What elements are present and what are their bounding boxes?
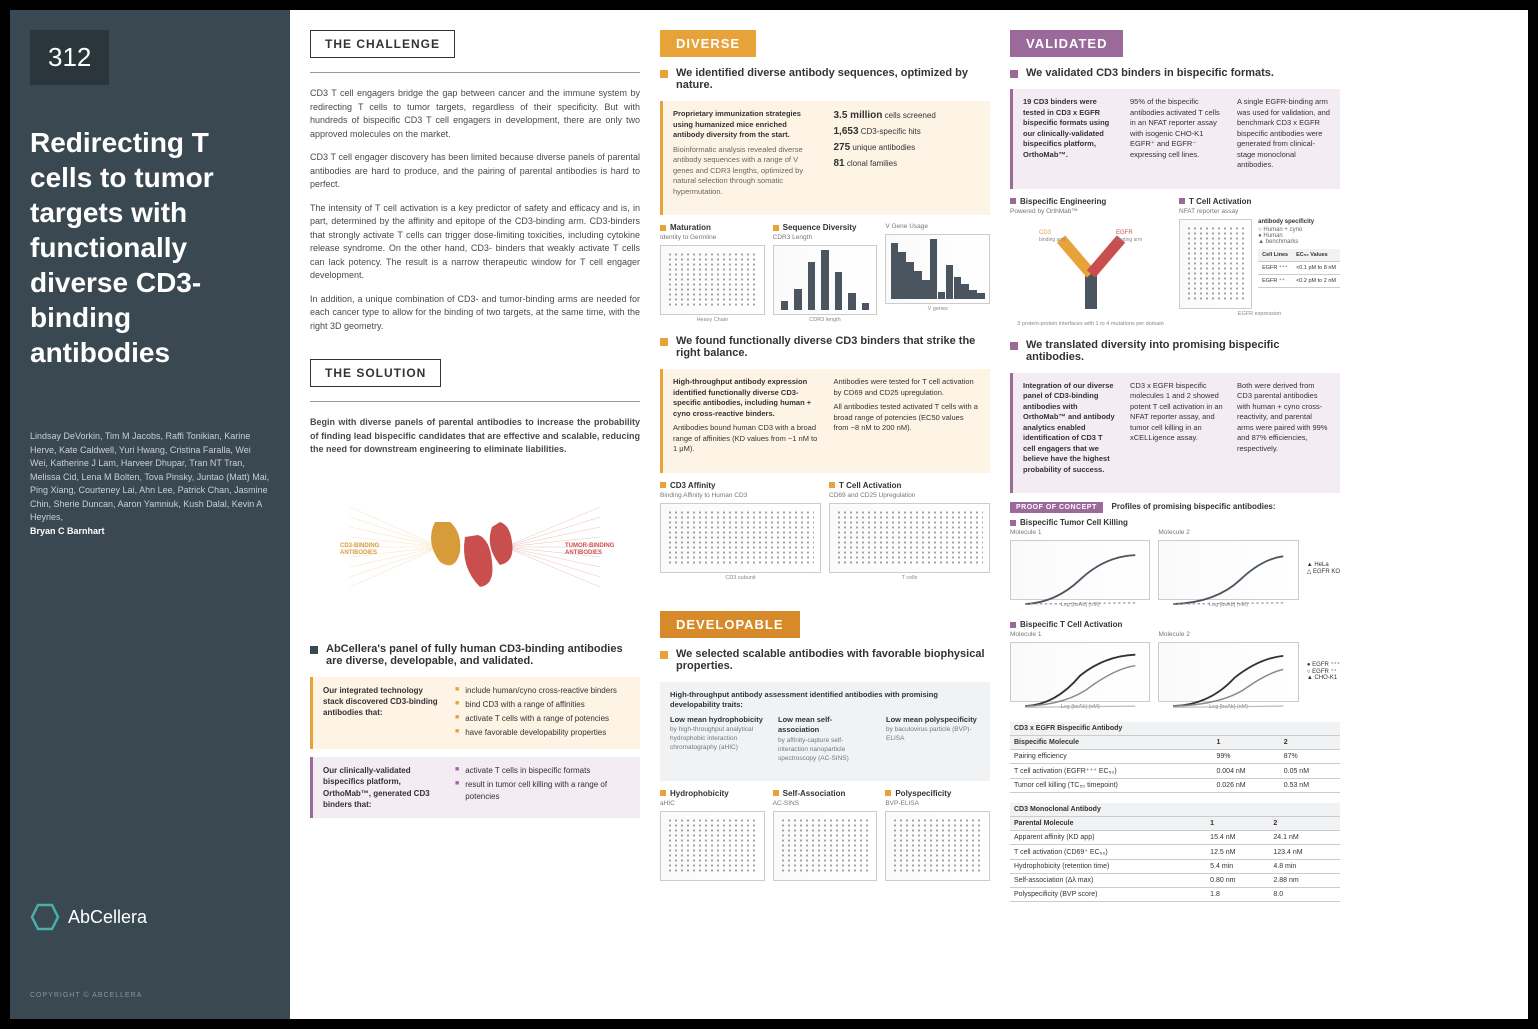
svg-text:EGFR: EGFR [1116,230,1133,236]
stats-list: 3.5 million cells screened1,653 CD3-spec… [834,109,981,197]
challenge-p2: CD3 T cell engager discovery has been li… [310,151,640,192]
square-icon [660,338,668,346]
y-antibody-diagram: CD3 binding arm EGFR binding arm [1010,219,1171,319]
chart-title: Bispecific Engineering [1020,197,1106,206]
challenge-label: THE CHALLENGE [310,30,455,58]
developable-point: We selected scalable antibodies with fav… [660,648,990,672]
box-bullets: activate T cells in bispecific formatsre… [455,765,630,805]
developable-box: High-throughput antibody assessment iden… [660,682,990,781]
validated-box-2: Integration of our diverse panel of CD3-… [1010,373,1340,494]
poster-number: 312 [30,30,109,85]
chart-sub: NFAT reporter assay [1179,208,1340,215]
diverse-point-1: We identified diverse antibody sequences… [660,67,990,91]
box-left: Our clinically-validated bispecifics pla… [323,765,443,810]
developable-cols: Low mean hydrophobicityby high-throughpu… [670,715,980,763]
developable-charts: HydrophobicityaHICSelf-AssociationAC-SIN… [660,789,990,881]
author-list: Lindsay DeVorkin, Tim M Jacobs, Raffi To… [30,430,270,538]
solution-lead: Begin with diverse panels of parental an… [310,416,640,457]
square-icon [1010,342,1018,350]
monoclonal-table: CD3 Monoclonal AntibodyParental Molecule… [1010,803,1340,902]
cell-lines-table: Cell LinesEC₅₀ ValuesEGFR ⁺⁺⁺<0.1 pM to … [1258,249,1340,288]
box-text: Antibodies bound human CD3 with a broad … [673,423,820,455]
svg-text:binding arm: binding arm [1116,237,1142,243]
caption: 3 protein-protein interfaces with 1 to 4… [1010,321,1171,327]
diverse-box-1: Proprietary immunization strategies usin… [660,101,990,215]
square-icon [660,651,668,659]
diagram-label-right: TUMOR-BINDING [565,543,615,549]
svg-text:ANTIBODIES: ANTIBODIES [340,550,377,556]
hexagon-icon [30,902,60,932]
diverse-charts-1: MaturationIdentity to GermlineHeavy Chai… [660,223,990,323]
diverse-charts-2: CD3 AffinityBinding Affinity to Human CD… [660,481,990,581]
solution-label: THE SOLUTION [310,359,441,387]
box-left: Our integrated technology stack discover… [323,685,443,719]
bispecific-table: CD3 x EGFR Bispecific AntibodyBispecific… [1010,722,1340,793]
box-text: Bioinformatic analysis revealed diverse … [673,145,820,198]
company-name: AbCellera [68,907,147,928]
box-head: High-throughput antibody assessment iden… [670,690,980,711]
square-icon [1010,70,1018,78]
svg-text:ANTIBODIES: ANTIBODIES [565,550,602,556]
svg-text:binding arm: binding arm [1039,237,1065,243]
poster-title: Redirecting T cells to tumor targets wit… [30,125,270,370]
poster-root: 312 Redirecting T cells to tumor targets… [10,10,1528,1019]
challenge-p4: In addition, a unique combination of CD3… [310,293,640,334]
validated-point-2: We translated diversity into promising b… [1010,339,1340,363]
proof-tag: PROOF OF CONCEPT [1010,502,1103,513]
copyright: COPYRIGHT © ABCELLERA [30,992,270,999]
activation-curves: Molecule 1 Log [bsAb] (nM) Molecule 2 Lo… [1010,631,1340,710]
proof-subtitle: Profiles of promising bispecific antibod… [1112,502,1276,511]
svg-text:CD3: CD3 [1039,230,1052,236]
chart-title: Bispecific T Cell Activation [1020,620,1122,629]
solution-box-1: Our integrated technology stack discover… [310,677,640,750]
validated-pill: VALIDATED [1010,30,1123,57]
diverse-box-2: High-throughput antibody expression iden… [660,369,990,473]
box-text: High-throughput antibody expression iden… [673,377,820,419]
square-icon [310,646,318,654]
solution-point: AbCellera's panel of fully human CD3-bin… [310,643,640,667]
company-logo: AbCellera [30,902,270,932]
box-text: All antibodies tested activated T cells … [834,402,981,434]
box-text: Antibodies were tested for T cell activa… [834,377,981,398]
divider [310,401,640,402]
lead-author: Bryan C Barnhart [30,526,105,536]
authors-text: Lindsay DeVorkin, Tim M Jacobs, Raffi To… [30,431,269,522]
killing-curves: Molecule 1 Log [bsAb] (nM) Molecule 2 Lo… [1010,529,1340,608]
box-bullets: include human/cyno cross-reactive binder… [455,685,630,742]
chart-sub: Powered by OrthMab™ [1010,208,1171,215]
challenge-p3: The intensity of T cell activation is a … [310,202,640,283]
diverse-point-2: We found functionally diverse CD3 binder… [660,335,990,359]
col-diverse-developable: DIVERSE We identified diverse antibody s… [660,10,990,1019]
validated-point-1: We validated CD3 binders in bispecific f… [1010,67,1340,79]
col-challenge-solution: THE CHALLENGE CD3 T cell engagers bridge… [310,10,640,1019]
square-icon [660,70,668,78]
chart-title: Bispecific Tumor Cell Killing [1020,518,1128,527]
col-validated: VALIDATED We validated CD3 binders in bi… [1010,10,1360,1019]
divider [310,72,640,73]
developable-pill: DEVELOPABLE [660,611,800,638]
antibody-network-diagram: CD3-BINDING ANTIBODIES TUMOR-BINDING ANT… [310,467,640,627]
chart-title: T Cell Activation [1189,197,1251,206]
challenge-p1: CD3 T cell engagers bridge the gap betwe… [310,87,640,141]
sidebar: 312 Redirecting T cells to tumor targets… [10,10,290,1019]
validated-box-1: 19 CD3 binders were tested in CD3 x EGFR… [1010,89,1340,189]
solution-box-2: Our clinically-validated bispecifics pla… [310,757,640,818]
diverse-pill: DIVERSE [660,30,756,57]
diagram-label-left: CD3-BINDING [340,543,380,549]
box-text: Proprietary immunization strategies usin… [673,109,820,141]
